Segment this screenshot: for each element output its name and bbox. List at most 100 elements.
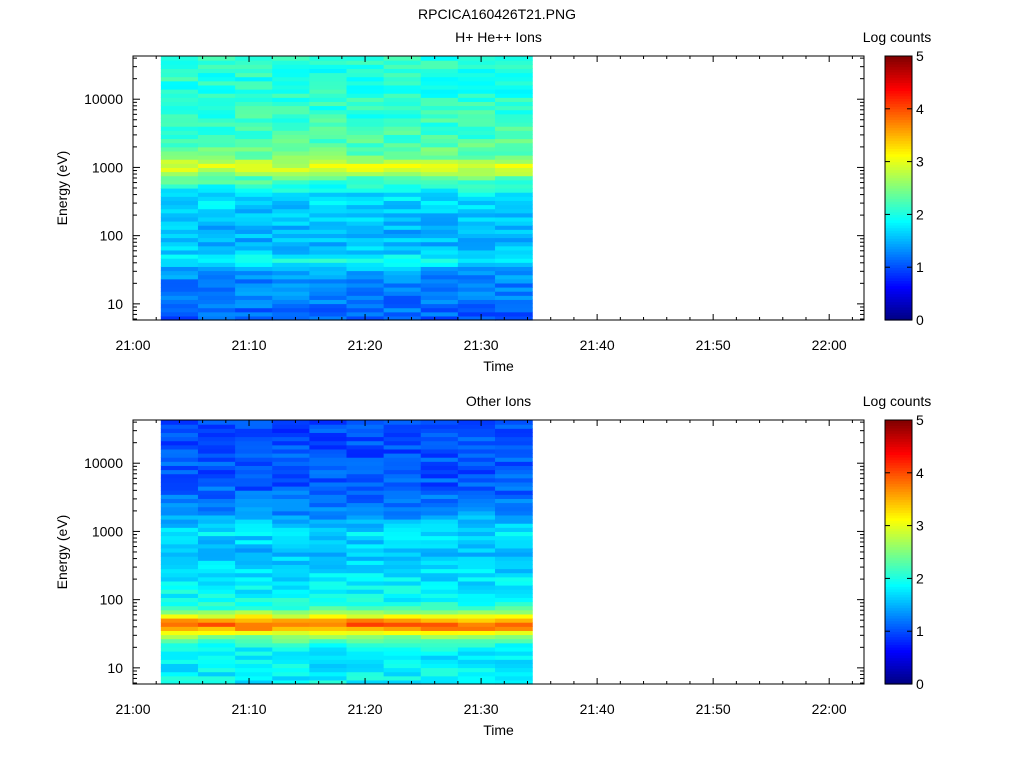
heatmap-cell [383, 461, 422, 466]
heatmap-cell [383, 212, 422, 218]
heatmap-cell [160, 502, 199, 508]
heatmap-cell [457, 490, 496, 495]
colorbar-segment [885, 673, 912, 677]
heatmap-cell [160, 287, 199, 292]
heatmap-cell [346, 486, 385, 491]
colorbar-segment [885, 272, 912, 276]
heatmap-cell [272, 481, 310, 487]
heatmap-cell [309, 585, 348, 590]
heatmap-cell [346, 593, 385, 598]
heatmap-cell [272, 580, 310, 586]
heatmap-cell [235, 564, 273, 570]
heatmap-cell [272, 76, 310, 82]
heatmap-cell [457, 233, 496, 239]
heatmap-cell [420, 266, 459, 272]
heatmap-cell [197, 237, 236, 243]
x-tick-label: 21:10 [232, 701, 267, 717]
x-axis-label: Time [483, 722, 514, 738]
heatmap-cell [197, 523, 236, 528]
colorbar-segment [885, 665, 912, 669]
heatmap-cell [309, 163, 348, 168]
heatmap-cell [346, 440, 385, 446]
heatmap-cell [160, 651, 199, 656]
colorbar-segment [885, 681, 912, 685]
heatmap-cell [346, 76, 385, 82]
colorbar-segment [885, 449, 912, 453]
heatmap-cell [160, 225, 199, 230]
heatmap-cell [346, 626, 385, 631]
heatmap-cell [160, 659, 199, 664]
colorbar-segment [885, 190, 912, 194]
heatmap-cell [383, 274, 422, 280]
heatmap-cell [309, 167, 348, 173]
colorbar-segment [885, 586, 912, 590]
heatmap-cell [235, 531, 273, 537]
heatmap-cell [235, 448, 273, 454]
colorbar-segment [885, 87, 912, 91]
colorbar-segment [885, 280, 912, 284]
heatmap-cell [346, 605, 385, 611]
heatmap-cell [457, 254, 496, 259]
heatmap-cell [495, 175, 533, 181]
heatmap-cell [383, 315, 422, 321]
heatmap-cell [457, 506, 496, 512]
heatmap-cell [383, 179, 422, 185]
heatmap-cell [160, 527, 199, 532]
colorbar-segment [885, 552, 912, 556]
heatmap-cell [495, 163, 533, 168]
heatmap-cell [420, 539, 459, 545]
heatmap-cell [495, 179, 533, 185]
heatmap-cell [346, 270, 385, 276]
colorbar-tick-label: 2 [916, 206, 924, 222]
heatmap-cell [309, 192, 348, 197]
heatmap-cell [346, 278, 385, 284]
x-tick-label: 21:00 [115, 701, 150, 717]
heatmap-cell [383, 155, 422, 160]
heatmap-cell [160, 630, 199, 636]
heatmap-cell [197, 671, 236, 677]
heatmap-cell [457, 494, 496, 499]
heatmap-cell [495, 192, 533, 197]
colorbar-tick-label: 2 [916, 570, 924, 586]
heatmap-cell [160, 68, 199, 74]
heatmap-cell [495, 262, 533, 267]
heatmap-cell [383, 146, 422, 152]
heatmap-cell [309, 126, 348, 131]
heatmap-cell [383, 444, 422, 450]
heatmap-cell [383, 589, 422, 594]
heatmap-cell [160, 258, 199, 263]
heatmap-cell [420, 109, 459, 115]
heatmap-cell [272, 97, 310, 102]
heatmap-cell [346, 444, 385, 450]
heatmap-cell [235, 138, 273, 144]
colorbar-segment [885, 591, 912, 595]
heatmap-cell [272, 138, 310, 144]
heatmap-cell [457, 295, 496, 300]
heatmap-cell [235, 568, 273, 574]
heatmap-cell [383, 262, 422, 267]
heatmap-cell [197, 80, 236, 86]
heatmap-cell [309, 622, 348, 627]
heatmap-cell [235, 159, 273, 164]
heatmap-cell [420, 113, 459, 119]
heatmap-cell [495, 60, 533, 65]
heatmap-cell [457, 469, 496, 475]
heatmap-cell [383, 440, 422, 446]
heatmap-cell [495, 266, 533, 272]
heatmap-cell [457, 605, 496, 611]
heatmap-cell [495, 295, 533, 300]
heatmap-cell [309, 56, 348, 61]
heatmap-cell [457, 539, 496, 545]
heatmap-cell [495, 646, 533, 652]
heatmap-cell [420, 444, 459, 450]
heatmap-cell [197, 498, 236, 504]
heatmap-cell [235, 506, 273, 512]
heatmap-cell [420, 60, 459, 65]
heatmap-cell [383, 204, 422, 210]
heatmap-cell [457, 315, 496, 321]
heatmap-cell [272, 477, 310, 483]
heatmap-cell [309, 183, 348, 189]
heatmap-cell [420, 543, 459, 549]
heatmap-cell [383, 270, 422, 276]
heatmap-cell [495, 457, 533, 462]
